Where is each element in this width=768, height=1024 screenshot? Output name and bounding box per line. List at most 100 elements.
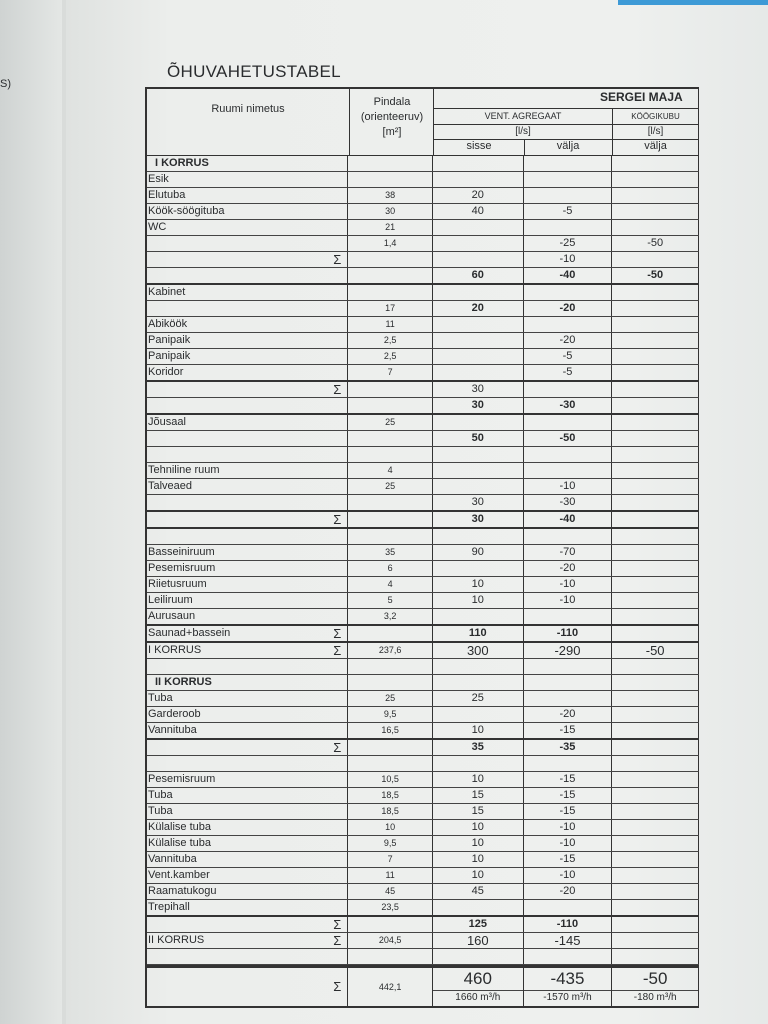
supply-cell — [433, 317, 524, 332]
room-name-cell — [147, 756, 349, 771]
supply-cell: 30 — [433, 398, 524, 413]
kitchen-exhaust-cell — [612, 156, 699, 171]
table-row: Tehniline ruum 4 — [147, 463, 699, 479]
supply-cell — [433, 349, 524, 364]
document-title: ÕHUVAHETUSTABEL — [167, 62, 341, 81]
exhaust-cell — [524, 529, 613, 544]
exhaust-cell: -5 — [524, 204, 613, 219]
exhaust-cell: -290 — [524, 643, 613, 658]
table-row: Riietusruum 4 10 -10 — [147, 577, 699, 593]
kitchen-exhaust-cell — [612, 884, 699, 899]
background-edge — [618, 0, 768, 5]
room-name-cell: Jõusaal — [147, 415, 349, 430]
kitchen-exhaust-cell — [612, 415, 699, 430]
kitchen-exhaust-cell — [612, 479, 699, 494]
supply-cell — [433, 949, 524, 964]
kitchen-exhaust-cell — [612, 431, 699, 446]
exhaust-cell: -50 — [524, 431, 613, 446]
room-name-cell — [147, 301, 349, 316]
table-row: Tuba 18,5 15 -15 — [147, 788, 699, 804]
table-row — [147, 949, 699, 965]
room-name-cell: Σ — [147, 512, 349, 527]
exhaust-cell — [524, 691, 613, 706]
kitchen-exhaust-cell — [612, 723, 699, 738]
area-cell — [348, 626, 433, 641]
sum-row: Σ 125 -110 — [147, 917, 699, 933]
supply-cell: 300 — [433, 643, 524, 658]
table-row: Leiliruum 5 10 -10 — [147, 593, 699, 609]
room-name-cell: II KORRUS Σ — [147, 933, 349, 948]
room-name-cell: Pesemisruum — [147, 561, 349, 576]
grand-total-row: Σ 442,1 460 1660 m³/h -435 -1570 m³/h -50-… — [147, 965, 699, 1006]
room-name: II KORRUS — [155, 676, 212, 688]
table-row: Talveaed 25 -10 — [147, 479, 699, 495]
header-kitchen-exhaust: välja — [644, 140, 667, 152]
room-name: WC — [148, 221, 167, 233]
room-name: Vannituba — [148, 724, 197, 736]
supply-cell: 20 — [433, 188, 524, 203]
exhaust-cell: -15 — [524, 804, 613, 819]
exhaust-cell — [524, 172, 613, 187]
exhaust-cell: -15 — [524, 852, 613, 867]
table-row: Pesemisruum 6 -20 — [147, 561, 699, 577]
table-row — [147, 659, 699, 675]
header-room-name: Ruumi nimetus — [211, 103, 285, 115]
area-cell: 237,6 — [348, 643, 433, 658]
exhaust-cell: -30 — [524, 495, 613, 510]
kitchen-exhaust-cell — [612, 740, 699, 755]
header-area-line2: (orienteeruv) — [360, 111, 424, 123]
kitchen-exhaust-cell — [612, 772, 699, 787]
section-header-row: I KORRUS — [147, 156, 699, 172]
exhaust-cell: -20 — [524, 707, 613, 722]
exhaust-cell — [524, 447, 613, 462]
room-name: Garderoob — [148, 708, 201, 720]
area-cell — [348, 949, 433, 964]
exhaust-cell — [524, 156, 613, 171]
room-name-cell: Raamatukogu — [147, 884, 349, 899]
room-name: I KORRUS — [155, 157, 209, 169]
kitchen-exhaust-cell — [612, 756, 699, 771]
room-name: II KORRUS — [148, 934, 205, 946]
supply-cell — [433, 220, 524, 235]
room-name: Elutuba — [148, 189, 186, 201]
table-row: Vannituba 7 10 -15 — [147, 852, 699, 868]
area-cell — [348, 495, 433, 510]
kitchen-exhaust-cell — [612, 285, 699, 300]
area-cell — [348, 512, 433, 527]
table-row: 50 -50 — [147, 431, 699, 447]
room-name: Panipaik — [148, 350, 191, 362]
room-name-cell: Talveaed — [147, 479, 349, 494]
kitchen-exhaust-cell: -50 — [612, 268, 699, 283]
table-header: Ruumi nimetus Pindala (orienteeruv) [m²]… — [147, 89, 699, 156]
area-cell — [348, 285, 433, 300]
area-cell: 7 — [348, 365, 433, 380]
area-cell: 45 — [348, 884, 433, 899]
kitchen-exhaust-cell — [612, 949, 699, 964]
table-row: Trepihall 23,5 — [147, 900, 699, 917]
room-name-cell — [147, 529, 349, 544]
total-exhaust: -435 — [550, 969, 585, 988]
exhaust-cell: -10 — [524, 577, 613, 592]
sum-row: Saunad+bassein Σ 110 -110 — [147, 626, 699, 643]
exhaust-cell — [524, 285, 613, 300]
room-name-cell: Esik — [147, 172, 349, 187]
kitchen-exhaust-cell — [612, 852, 699, 867]
area-cell — [348, 382, 433, 397]
area-cell: 7 — [348, 852, 433, 867]
supply-cell — [433, 900, 524, 915]
area-cell — [348, 659, 433, 674]
supply-cell: 30 — [433, 382, 524, 397]
supply-cell: 10 — [433, 577, 524, 592]
table-row: Raamatukogu 45 45 -20 — [147, 884, 699, 900]
exhaust-cell: -15 — [524, 723, 613, 738]
area-cell — [348, 431, 433, 446]
room-name: Köök-söögituba — [148, 205, 225, 217]
supply-cell — [433, 675, 524, 690]
supply-cell: 10 — [433, 836, 524, 851]
room-name-cell: Garderoob — [147, 707, 349, 722]
area-cell: 2,5 — [348, 349, 433, 364]
sum-symbol: Σ — [333, 382, 342, 397]
exhaust-cell: -110 — [524, 626, 613, 641]
room-name: Tuba — [148, 692, 173, 704]
exhaust-cell: -110 — [524, 917, 613, 932]
